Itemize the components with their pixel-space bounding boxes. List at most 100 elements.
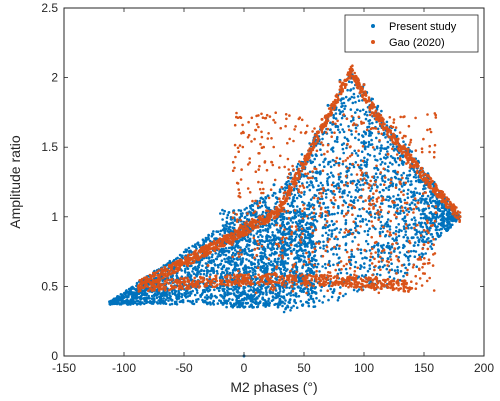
present-study-point bbox=[243, 289, 246, 293]
present-study-point bbox=[419, 201, 423, 204]
gao-2020-point bbox=[371, 273, 374, 277]
present-study-point bbox=[420, 194, 424, 198]
present-study-point bbox=[297, 214, 300, 217]
present-study-point bbox=[221, 218, 224, 221]
present-study-point bbox=[279, 267, 283, 271]
present-study-point bbox=[308, 170, 312, 174]
present-study-point bbox=[202, 300, 206, 304]
present-study-point bbox=[241, 212, 244, 215]
present-study-point bbox=[108, 300, 112, 304]
gao-2020-point bbox=[286, 141, 289, 145]
present-study-point bbox=[287, 232, 290, 236]
present-study-point bbox=[324, 206, 327, 209]
present-study-point bbox=[311, 297, 315, 301]
present-study-point bbox=[354, 196, 357, 199]
present-study-point bbox=[242, 292, 246, 296]
present-study-point bbox=[422, 208, 426, 212]
present-study-point bbox=[223, 209, 226, 213]
present-study-point bbox=[342, 235, 345, 239]
present-study-point bbox=[304, 260, 308, 264]
present-study-point bbox=[247, 247, 250, 251]
present-study-point bbox=[436, 232, 439, 236]
present-study-point bbox=[262, 261, 266, 265]
present-study-point bbox=[171, 292, 174, 296]
present-study-point bbox=[222, 301, 226, 305]
present-study-point bbox=[368, 119, 372, 122]
present-study-point bbox=[250, 263, 253, 267]
present-study-point bbox=[295, 251, 298, 255]
present-study-point bbox=[326, 183, 330, 187]
present-study-point bbox=[220, 272, 223, 276]
present-study-point bbox=[446, 214, 450, 218]
present-study-point bbox=[401, 155, 405, 159]
present-study-point bbox=[120, 302, 123, 305]
present-study-point bbox=[180, 292, 183, 296]
present-study-point bbox=[341, 195, 344, 199]
present-study-point bbox=[336, 182, 339, 186]
present-study-point bbox=[165, 295, 168, 298]
present-study-point bbox=[282, 217, 286, 221]
present-study-point bbox=[159, 295, 163, 298]
present-study-point bbox=[246, 236, 250, 239]
present-study-point bbox=[269, 290, 273, 294]
present-study-point bbox=[259, 265, 262, 269]
present-study-point bbox=[264, 201, 267, 204]
present-study-point bbox=[440, 206, 444, 209]
present-study-point bbox=[412, 249, 416, 253]
present-study-point bbox=[209, 273, 212, 276]
present-study-point bbox=[368, 249, 372, 252]
gao-2020-point bbox=[377, 260, 381, 264]
present-study-point bbox=[345, 272, 349, 275]
present-study-point bbox=[247, 270, 251, 274]
present-study-point bbox=[225, 289, 229, 292]
gao-2020-point bbox=[359, 177, 363, 181]
present-study-point bbox=[168, 296, 172, 300]
present-study-point bbox=[326, 177, 329, 180]
present-study-point bbox=[414, 179, 418, 183]
present-study-point bbox=[278, 190, 282, 194]
present-study-point bbox=[309, 204, 313, 208]
present-study-point bbox=[362, 200, 365, 203]
present-study-point bbox=[322, 202, 325, 206]
gao-2020-point bbox=[315, 149, 319, 153]
present-study-point bbox=[396, 265, 399, 269]
present-study-point bbox=[396, 193, 400, 197]
present-study-point bbox=[251, 271, 255, 274]
gao-2020-point bbox=[344, 174, 348, 178]
present-study-point bbox=[354, 260, 358, 264]
gao-2020-point bbox=[432, 243, 436, 247]
present-study-point bbox=[202, 242, 205, 245]
present-study-point bbox=[392, 145, 395, 148]
present-study-point bbox=[318, 204, 321, 208]
present-study-point bbox=[404, 230, 408, 233]
present-study-point bbox=[214, 296, 218, 299]
present-study-point bbox=[306, 269, 310, 272]
present-study-point bbox=[177, 296, 180, 300]
present-study-point bbox=[370, 187, 374, 190]
present-study-point bbox=[336, 125, 340, 129]
present-study-point bbox=[308, 252, 312, 255]
gao-2020-point bbox=[426, 113, 429, 116]
present-study-point bbox=[337, 296, 341, 299]
present-study-point bbox=[232, 302, 236, 306]
present-study-point bbox=[254, 300, 258, 303]
present-study-point bbox=[357, 288, 361, 291]
present-study-point bbox=[301, 254, 305, 258]
present-study-point bbox=[282, 243, 286, 247]
present-study-point bbox=[196, 291, 199, 295]
present-study-point bbox=[365, 160, 369, 164]
gao-2020-point bbox=[236, 269, 240, 273]
present-study-point bbox=[338, 175, 342, 179]
present-study-point bbox=[305, 263, 309, 266]
present-study-point bbox=[284, 186, 287, 189]
present-study-point bbox=[397, 234, 401, 238]
present-study-point bbox=[117, 302, 121, 305]
present-study-point bbox=[414, 250, 418, 253]
present-study-point bbox=[225, 302, 229, 305]
present-study-point bbox=[387, 188, 391, 191]
present-study-point bbox=[155, 296, 159, 300]
present-study-point bbox=[326, 225, 330, 229]
present-study-point bbox=[349, 199, 353, 203]
present-study-point bbox=[345, 170, 349, 174]
gao-2020-point bbox=[373, 257, 376, 261]
